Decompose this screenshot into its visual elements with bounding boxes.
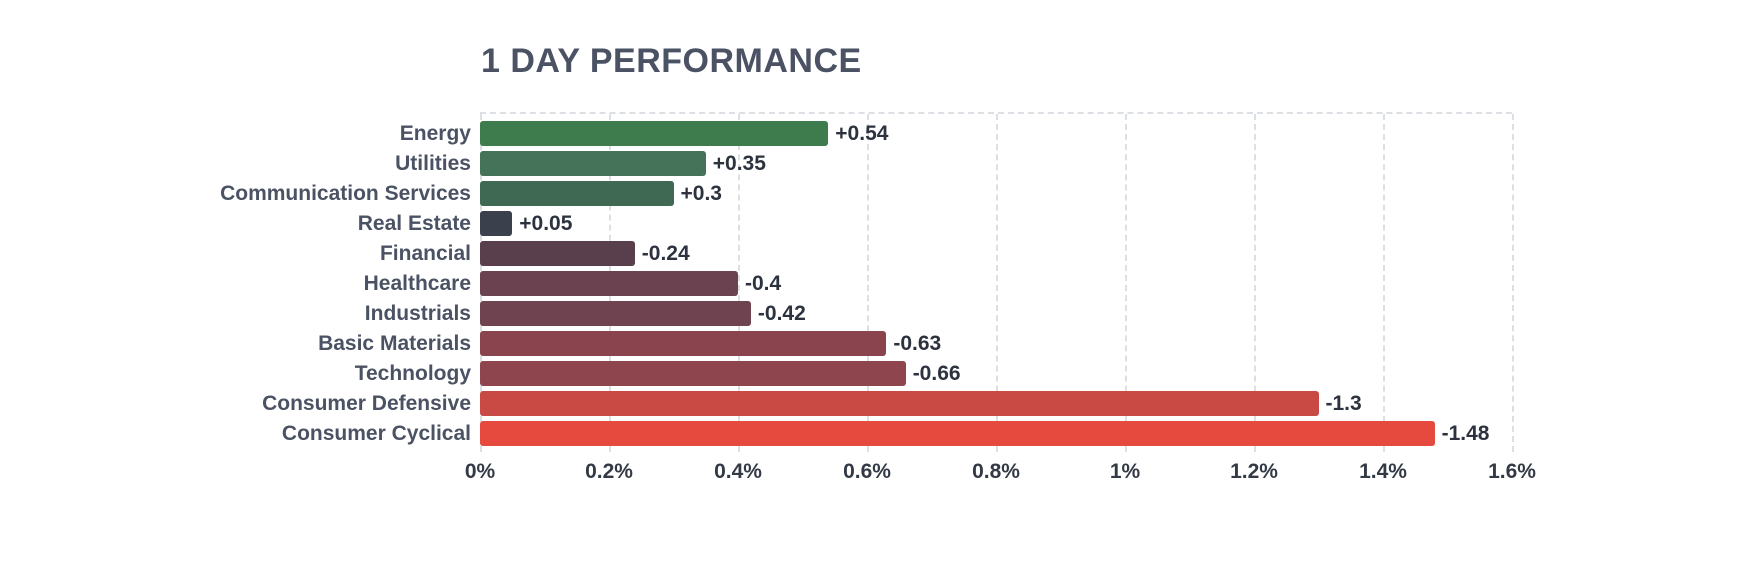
bar-consumer-cyclical[interactable] xyxy=(480,421,1435,446)
category-label-utilities: Utilities xyxy=(395,152,471,175)
gridline xyxy=(867,114,869,452)
bar-energy[interactable] xyxy=(480,121,829,146)
bar-basic-materials[interactable] xyxy=(480,331,887,356)
value-label-real-estate: +0.05 xyxy=(519,212,573,235)
x-tick-label-0-: 0% xyxy=(464,460,496,483)
value-label-consumer-defensive: -1.3 xyxy=(1325,392,1362,415)
bar-row: Consumer Defensive -1.3 xyxy=(262,391,1512,416)
chart-title: 1 DAY PERFORMANCE xyxy=(481,42,862,80)
value-label-communication-services: +0.3 xyxy=(680,182,722,205)
category-label-energy: Energy xyxy=(399,122,471,145)
bar-row: Communication Services +0.3 xyxy=(220,181,1512,206)
category-label-healthcare: Healthcare xyxy=(363,272,471,295)
x-tick-label-0-8-: 0.8% xyxy=(972,460,1020,483)
gridline xyxy=(738,114,740,452)
value-label-financial: -0.24 xyxy=(641,242,690,265)
bar-row: Financial -0.24 xyxy=(380,241,1512,266)
category-label-financial: Financial xyxy=(379,242,471,265)
x-tick-label-1-2-: 1.2% xyxy=(1230,460,1278,483)
x-tick-label-1-6-: 1.6% xyxy=(1488,460,1536,483)
bar-utilities[interactable] xyxy=(480,151,706,176)
bar-row: Energy +0.54 xyxy=(400,121,1512,146)
bar-industrials[interactable] xyxy=(480,301,751,326)
gridline xyxy=(996,114,998,452)
bar-consumer-defensive[interactable] xyxy=(480,391,1319,416)
category-label-industrials: Industrials xyxy=(364,302,471,325)
bar-row: Basic Materials -0.63 xyxy=(318,331,1512,356)
category-label-communication-services: Communication Services xyxy=(220,182,471,205)
bar-healthcare[interactable] xyxy=(480,271,738,296)
category-label-technology: Technology xyxy=(354,362,471,385)
category-label-consumer-defensive: Consumer Defensive xyxy=(262,392,471,415)
bar-technology[interactable] xyxy=(480,361,906,386)
value-label-industrials: -0.42 xyxy=(757,302,806,325)
gridline xyxy=(1383,114,1385,452)
bar-row: Utilities +0.35 xyxy=(395,151,1512,176)
bar-rows: Energy +0.54 Utilities +0.35 Communication S… xyxy=(220,114,1512,452)
x-tick-label-1-4-: 1.4% xyxy=(1359,460,1407,483)
category-label-consumer-cyclical: Consumer Cyclical xyxy=(281,422,471,445)
bar-financial[interactable] xyxy=(480,241,635,266)
value-label-energy: +0.54 xyxy=(835,122,889,145)
bar-real-estate[interactable] xyxy=(480,211,513,236)
bar-row: Real Estate +0.05 xyxy=(358,211,1512,236)
bar-row: Healthcare -0.4 xyxy=(364,271,1512,296)
x-tick-label-1-: 1% xyxy=(1109,460,1141,483)
gridline xyxy=(1125,114,1127,452)
x-axis: 0% 0.2% 0.4% 0.6% 0.8% 1% 1.2% 1.4% 1.6% xyxy=(465,460,1536,488)
gridline xyxy=(1254,114,1256,452)
value-label-technology: -0.66 xyxy=(912,362,961,385)
bar-communication-services[interactable] xyxy=(480,181,674,206)
value-label-basic-materials: -0.63 xyxy=(893,332,942,355)
value-label-utilities: +0.35 xyxy=(712,152,766,175)
value-label-consumer-cyclical: -1.48 xyxy=(1441,422,1490,445)
bar-row: Consumer Cyclical -1.48 xyxy=(282,421,1512,446)
x-tick-label-0-6-: 0.6% xyxy=(843,460,891,483)
value-label-healthcare: -0.4 xyxy=(745,272,782,295)
x-tick-label-0-2-: 0.2% xyxy=(585,460,633,483)
bar-row: Technology -0.66 xyxy=(355,361,1512,386)
category-label-basic-materials: Basic Materials xyxy=(318,332,471,355)
plot-area: Energy +0.54 Utilities +0.35 Communication S… xyxy=(220,112,1514,452)
x-tick-label-0-4-: 0.4% xyxy=(714,460,762,483)
bar-row: Industrials -0.42 xyxy=(365,301,1512,326)
category-label-real-estate: Real Estate xyxy=(357,212,471,235)
gridline xyxy=(1512,114,1514,452)
